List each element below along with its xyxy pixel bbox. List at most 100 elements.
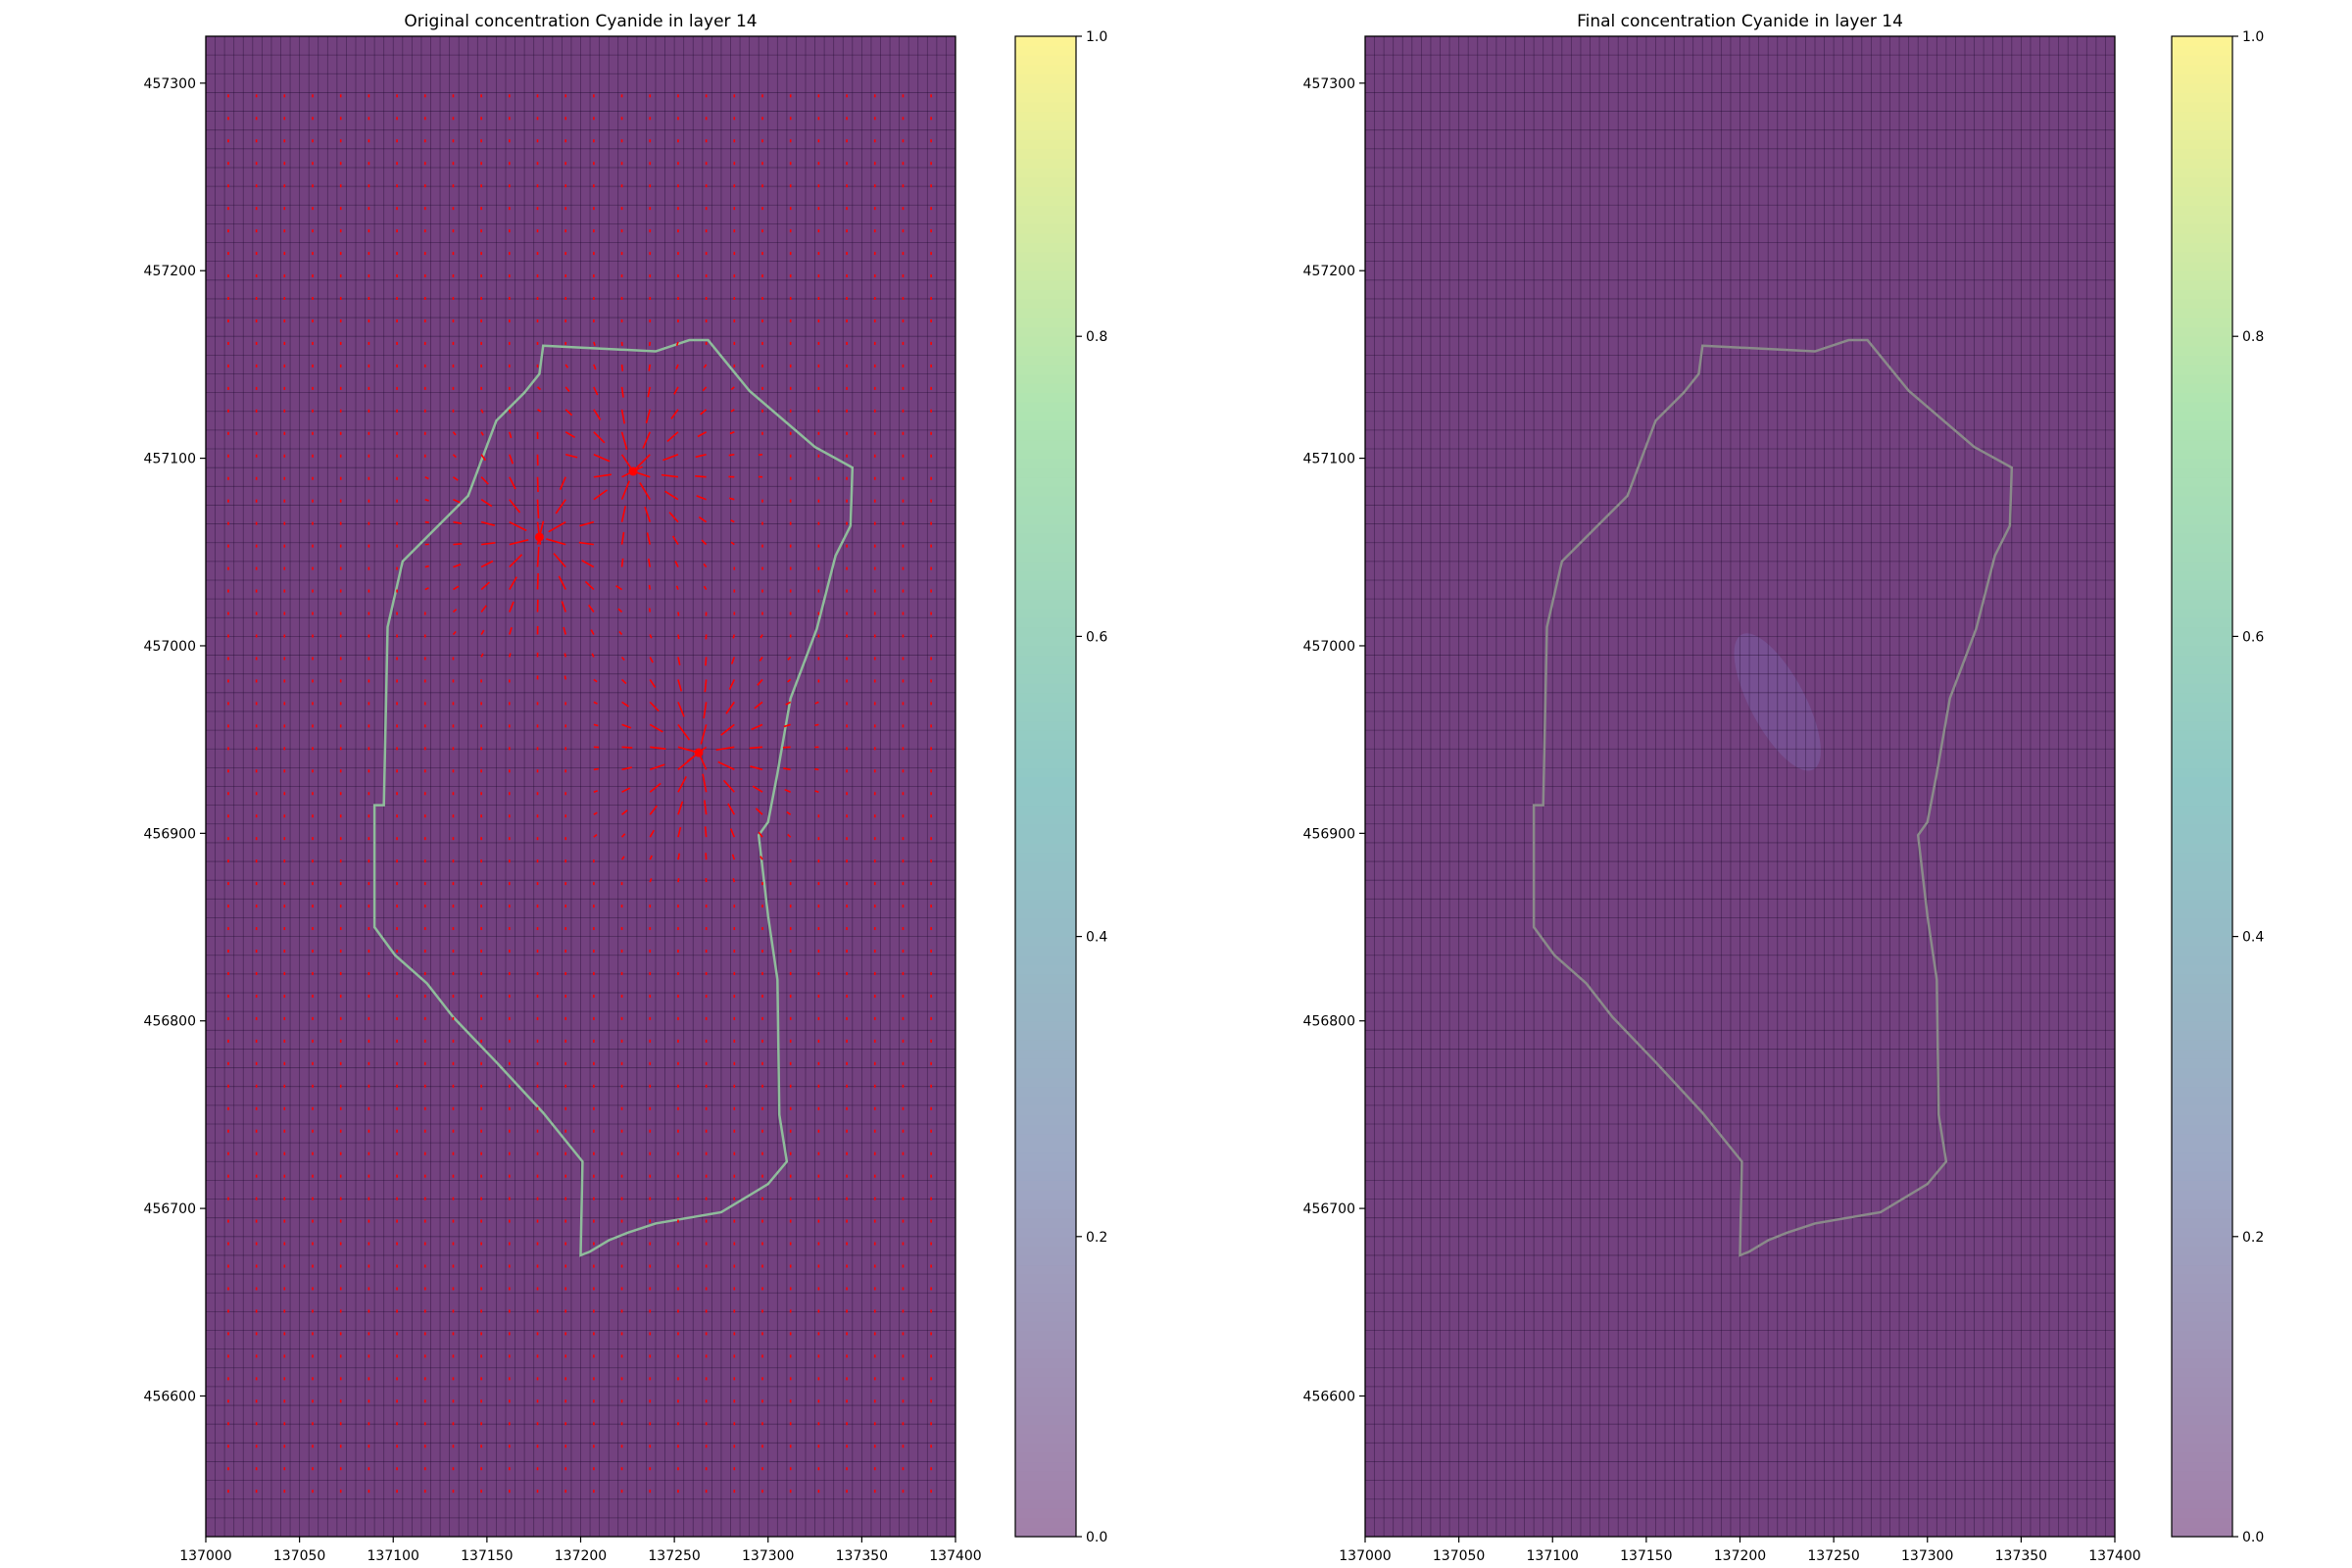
x-tick-label: 137200: [1714, 1548, 1766, 1564]
residual-plume: [1734, 633, 1821, 771]
x-tick-label: 137400: [929, 1548, 981, 1564]
flow-arrow: [749, 746, 763, 750]
flow-arrow: [677, 723, 691, 741]
flow-arrow: [536, 499, 540, 519]
y-tick-label: 457200: [144, 264, 196, 279]
flow-arrow: [620, 409, 625, 424]
flow-arrow: [424, 520, 429, 523]
flow-arrow: [650, 763, 665, 771]
flow-arrow: [564, 653, 566, 658]
flow-arrow: [649, 634, 653, 639]
flow-arrow: [650, 746, 666, 750]
flow-arrow: [621, 701, 629, 708]
flow-arrow: [509, 454, 514, 465]
flow-arrow: [649, 678, 657, 688]
flow-arrow: [702, 773, 708, 793]
flow-arrow: [705, 657, 708, 666]
colorbar-tick-label: 0.6: [1086, 629, 1107, 645]
flow-arrow: [664, 490, 679, 501]
flow-arrow: [702, 386, 708, 392]
flow-arrow: [480, 581, 490, 591]
flow-arrow: [649, 782, 662, 793]
flow-arrow: [509, 626, 513, 635]
flow-arrow: [703, 563, 708, 568]
flow-arrow: [675, 364, 679, 369]
flow-arrow: [784, 788, 792, 793]
flow-arrow: [698, 515, 708, 523]
x-tick-label: 137300: [742, 1548, 794, 1564]
flow-arrow: [453, 585, 460, 591]
flow-arrow: [728, 679, 736, 690]
flow-arrow: [424, 498, 429, 502]
flow-arrow: [729, 431, 735, 435]
flow-arrow: [424, 564, 429, 568]
model-grid: [1364, 35, 2116, 1538]
flow-arrow: [730, 409, 735, 413]
site-boundary: [372, 338, 855, 1257]
flow-arrow: [588, 604, 595, 612]
flow-arrow: [783, 723, 791, 728]
flow-arrow: [553, 553, 566, 568]
flow-arrow: [564, 386, 570, 392]
y-tick-label: 456600: [1303, 1389, 1355, 1404]
y-tick-label: 456900: [144, 826, 196, 842]
flow-arrow: [620, 856, 625, 860]
flow-arrow: [783, 767, 791, 771]
x-tick-label: 137100: [1527, 1548, 1579, 1564]
flow-arrow: [480, 499, 493, 508]
flow-arrow: [615, 585, 623, 591]
flow-arrow: [481, 541, 496, 546]
panel-1: Original concentration Cyanide in layer …: [144, 12, 1108, 1564]
flow-arrow: [649, 723, 663, 733]
flow-arrow: [537, 409, 542, 413]
y-tick-label: 456700: [144, 1201, 196, 1217]
flow-arrow: [722, 779, 735, 793]
flow-arrow: [787, 678, 792, 683]
flow-arrow: [662, 454, 679, 462]
flow-arrow: [700, 724, 708, 745]
flow-arrow: [620, 531, 625, 545]
flow-arrow: [564, 409, 573, 416]
colorbar-tick-label: 1.0: [2242, 29, 2264, 45]
colorbar-tick-label: 0.8: [1086, 329, 1107, 345]
y-tick-label: 456700: [1303, 1201, 1355, 1217]
flow-arrow: [642, 431, 651, 449]
flow-arrow: [759, 657, 763, 662]
flow-arrow: [620, 386, 624, 398]
flow-arrow: [593, 473, 612, 478]
flow-arrow: [509, 409, 512, 414]
flow-arrow: [509, 431, 513, 439]
colorbar-tick-label: 0.6: [2242, 629, 2264, 645]
flow-arrow: [677, 679, 683, 692]
flow-arrow: [453, 564, 462, 568]
flow-arrow: [593, 723, 599, 727]
flow-arrow: [563, 626, 566, 635]
flow-arrow: [621, 787, 631, 793]
flow-arrow: [730, 519, 735, 523]
colorbar-tick-label: 0.4: [2242, 930, 2264, 946]
flow-arrow: [593, 454, 611, 463]
colorbar-tick-label: 0.2: [2242, 1230, 2264, 1246]
flow-arrow: [621, 746, 633, 749]
flow-arrow: [786, 810, 792, 815]
flow-arrow: [703, 364, 708, 368]
flow-arrow: [452, 431, 457, 436]
y-tick-label: 457200: [1303, 264, 1355, 279]
flow-arrow: [730, 541, 735, 546]
flow-arrow: [480, 560, 494, 568]
flow-arrow: [593, 341, 596, 347]
flow-arrow: [673, 386, 679, 395]
flow-arrow: [509, 476, 516, 490]
flow-arrow: [677, 702, 685, 717]
flow-arrow: [509, 653, 512, 658]
x-tick-label: 137250: [648, 1548, 700, 1564]
chart-title: Original concentration Cyanide in layer …: [404, 12, 757, 31]
flow-arrow: [593, 431, 606, 444]
flow-arrow: [752, 785, 763, 793]
flow-arrow: [760, 634, 763, 639]
colorbar-tick-label: 0.0: [1086, 1530, 1107, 1545]
flow-arrow: [677, 801, 684, 815]
flow-arrow: [649, 855, 653, 860]
flow-arrow: [593, 386, 599, 396]
flow-arrow: [677, 853, 680, 860]
